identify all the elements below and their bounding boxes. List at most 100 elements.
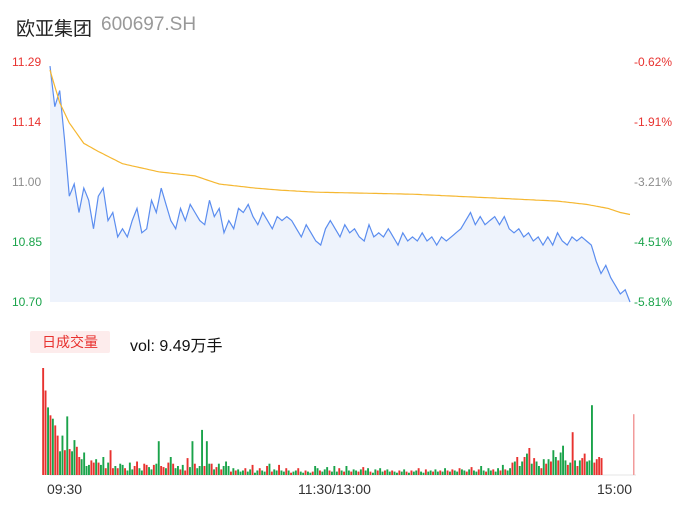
volume-bar (436, 471, 439, 475)
volume-bar (569, 462, 572, 475)
volume-bar (581, 458, 584, 475)
volume-bar (189, 467, 191, 475)
volume-bar (473, 470, 475, 475)
volume-bar (133, 466, 136, 475)
volume-bar (126, 470, 129, 475)
volume-bar (449, 471, 451, 475)
stock-name: 欧亚集团 (16, 19, 93, 40)
volume-bar (254, 472, 256, 475)
price-area (50, 66, 630, 302)
volume-bar (376, 470, 379, 475)
volume-bar (355, 470, 357, 475)
volume-bar (210, 463, 213, 475)
volume-bar (242, 470, 244, 475)
volume-bar (593, 462, 596, 475)
volume-bar (591, 405, 593, 475)
volume-bar (417, 468, 420, 475)
volume-bar (157, 441, 160, 475)
pct-tick-mid: -3.21% (633, 175, 672, 189)
volume-bar (215, 467, 218, 475)
volume-bar (261, 470, 264, 475)
volume-bar (304, 470, 307, 475)
volume-bar (432, 471, 434, 475)
volume-bar (165, 468, 167, 475)
volume-bar (338, 468, 341, 475)
volume-bar (562, 445, 564, 475)
volume-bar (403, 469, 406, 475)
volume-bar (456, 471, 459, 475)
volume-bar (444, 468, 446, 475)
volume-bar (230, 471, 232, 475)
volume-bar (552, 450, 555, 475)
volume-bar (480, 466, 483, 475)
volume-bar (90, 460, 93, 475)
volume-bar (347, 470, 350, 475)
volume-bar (95, 459, 98, 475)
volume-bar (316, 468, 319, 475)
volume-bar (458, 468, 461, 475)
volume-bar (335, 471, 338, 475)
volume-bar (420, 471, 422, 475)
volume-bar (54, 425, 57, 475)
price-line (49, 66, 631, 303)
volume-bar (485, 471, 487, 475)
volume-bar (213, 469, 215, 475)
price-tick-2: 11.14 (12, 115, 42, 129)
volume-bar (104, 468, 107, 475)
volume-bar (497, 468, 499, 475)
volume-bar (203, 466, 206, 475)
x-tick-open: 09:30 (47, 481, 83, 497)
volume-bar (121, 464, 124, 475)
volume-bar (145, 464, 148, 475)
volume-bar (516, 457, 519, 475)
volume-bar (369, 471, 372, 475)
volume-bar (258, 468, 261, 475)
volume-bar (521, 461, 524, 475)
volume-bar (256, 470, 259, 475)
volume-bar (494, 471, 497, 475)
volume-bar (357, 471, 360, 475)
volume-bar (155, 463, 158, 475)
volume-bar (136, 461, 138, 475)
volume-bar (85, 466, 88, 475)
volume-bar (131, 469, 134, 475)
volume-bar (408, 472, 410, 475)
volume-bar (51, 418, 54, 475)
volume-bar (540, 468, 543, 475)
volume-bar (598, 457, 601, 475)
volume-bar (350, 471, 353, 475)
volume-bar (379, 468, 382, 475)
volume-bar (475, 471, 478, 475)
price-tick-4: 10.85 (12, 235, 43, 249)
volume-bar (439, 470, 442, 475)
volume-bar (148, 467, 150, 475)
volume-bar (372, 472, 374, 475)
price-tick-top: 11.29 (12, 55, 42, 69)
volume-bar (246, 471, 249, 475)
volume-bar (102, 457, 105, 475)
volume-tab[interactable]: 日成交量 (30, 331, 110, 353)
volume-bar (97, 462, 100, 475)
volume-bar (297, 468, 300, 475)
volume-bar (282, 471, 285, 475)
volume-bar (381, 471, 384, 475)
volume-bar (328, 470, 331, 475)
volume-bar (314, 466, 317, 475)
volume-bar (128, 462, 131, 475)
volume-bar (393, 471, 396, 475)
volume-bar (66, 416, 69, 475)
volume-bar (275, 470, 278, 475)
volume-bar (138, 468, 141, 475)
volume-bar (186, 458, 189, 475)
volume-bar (374, 469, 377, 475)
volume-bar (578, 460, 581, 475)
stock-code: 600697.SH (101, 14, 197, 35)
volume-bar (506, 470, 509, 475)
volume-bar (533, 458, 536, 475)
volume-bar (239, 471, 242, 475)
volume-bar (217, 463, 220, 475)
pct-tick-4: -4.51% (633, 235, 672, 249)
volume-bar (501, 464, 504, 475)
volume-bar (526, 453, 528, 475)
